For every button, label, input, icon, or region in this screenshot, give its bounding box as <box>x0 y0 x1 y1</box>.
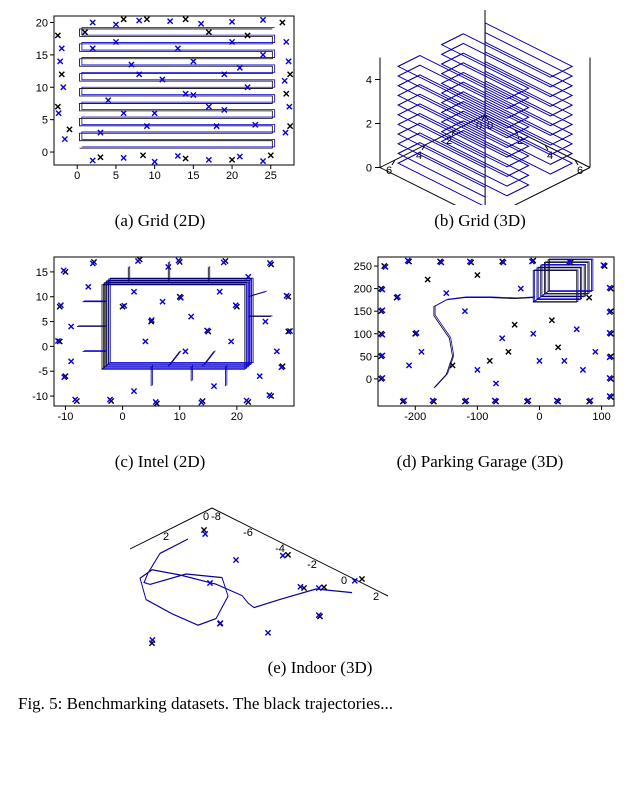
plot-b: 02460246024 <box>340 10 620 205</box>
svg-text:6: 6 <box>577 165 583 177</box>
caption-c: (c) Intel (2D) <box>115 452 206 472</box>
svg-text:5: 5 <box>113 170 119 182</box>
svg-text:2: 2 <box>366 119 372 131</box>
svg-text:0: 0 <box>366 374 372 386</box>
plot-c: -10 0 10 20 -10 -5 0 5 10 15 <box>20 251 300 446</box>
panel-d: -200 -100 0 100 0 50 100 150 200 250 (d) Parking … <box>320 241 640 482</box>
svg-text:4: 4 <box>416 150 422 162</box>
svg-text:10: 10 <box>36 292 48 304</box>
svg-text:200: 200 <box>354 284 372 296</box>
svg-text:-10: -10 <box>32 391 48 403</box>
figure-caption: Fig. 5: Benchmarking datasets. The black… <box>0 688 640 714</box>
svg-text:4: 4 <box>366 75 372 87</box>
caption-e: (e) Indoor (3D) <box>268 658 373 678</box>
plot-a: 0 5 10 15 20 25 0 5 10 15 20 <box>20 10 300 205</box>
svg-text:0: 0 <box>74 170 80 182</box>
caption-b: (b) Grid (3D) <box>434 211 526 231</box>
panel-c: -10 0 10 20 -10 -5 0 5 10 15 (c) Intel (2D) <box>0 241 320 482</box>
svg-text:6: 6 <box>386 165 392 177</box>
svg-text:0: 0 <box>341 575 347 587</box>
caption-d: (d) Parking Garage (3D) <box>397 452 564 472</box>
svg-text:0: 0 <box>42 147 48 159</box>
panel-b: 02460246024 (b) Grid (3D) <box>320 0 640 241</box>
svg-text:0: 0 <box>120 411 126 423</box>
svg-text:-10: -10 <box>57 411 73 423</box>
svg-text:20: 20 <box>36 17 48 29</box>
svg-text:150: 150 <box>354 306 372 318</box>
svg-text:2: 2 <box>163 531 169 543</box>
figure-grid: 051015202505101520 (a) Grid (2D) 0246024… <box>0 0 640 688</box>
panel-a: 0 5 10 15 20 25 0 5 10 15 20 (a) Grid (2D) <box>0 0 320 241</box>
svg-text:250: 250 <box>354 261 372 273</box>
svg-text:20: 20 <box>226 170 238 182</box>
svg-text:15: 15 <box>36 267 48 279</box>
svg-text:0: 0 <box>366 163 372 175</box>
svg-text:-8: -8 <box>211 511 221 523</box>
svg-text:10: 10 <box>174 411 186 423</box>
svg-text:10: 10 <box>36 82 48 94</box>
svg-text:20: 20 <box>231 411 243 423</box>
svg-text:100: 100 <box>354 329 372 341</box>
svg-text:5: 5 <box>42 115 48 127</box>
svg-text:-5: -5 <box>38 366 48 378</box>
svg-text:-6: -6 <box>243 527 253 539</box>
svg-text:5: 5 <box>42 317 48 329</box>
svg-text:100: 100 <box>592 411 610 423</box>
caption-a: (a) Grid (2D) <box>115 211 206 231</box>
svg-text:-100: -100 <box>466 411 488 423</box>
svg-text:50: 50 <box>360 351 372 363</box>
svg-text:-2: -2 <box>307 559 317 571</box>
svg-text:-200: -200 <box>404 411 426 423</box>
panel-e: -8-6-4-2020246-1-0.500.5 (e) Indoor (3D) <box>0 482 640 688</box>
svg-text:0: 0 <box>203 511 209 523</box>
svg-text:15: 15 <box>187 170 199 182</box>
svg-text:2: 2 <box>373 591 379 603</box>
svg-text:25: 25 <box>265 170 277 182</box>
svg-text:15: 15 <box>36 50 48 62</box>
plot-e: -8-6-4-2020246-1-0.500.5 <box>130 492 510 652</box>
svg-text:0: 0 <box>42 341 48 353</box>
svg-text:0: 0 <box>536 411 542 423</box>
svg-text:10: 10 <box>149 170 161 182</box>
plot-d: -200 -100 0 100 0 50 100 150 200 250 <box>340 251 620 446</box>
